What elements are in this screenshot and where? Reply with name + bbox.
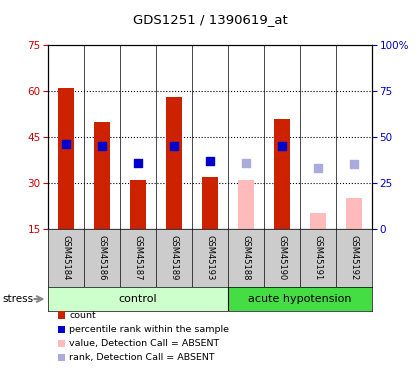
Text: rank, Detection Call = ABSENT: rank, Detection Call = ABSENT [69, 353, 215, 362]
Text: GSM45188: GSM45188 [241, 235, 250, 280]
Bar [58, 340, 65, 347]
Bar [346, 198, 362, 229]
Bar [238, 180, 254, 229]
Bar [58, 326, 65, 333]
Bar [228, 287, 372, 311]
Point [171, 143, 177, 149]
Text: stress: stress [2, 294, 33, 304]
Point [243, 160, 249, 166]
Point [135, 160, 142, 166]
Text: acute hypotension: acute hypotension [248, 294, 352, 304]
Point [278, 143, 285, 149]
Text: GSM45184: GSM45184 [62, 235, 71, 280]
Bar [58, 354, 65, 362]
Bar [310, 213, 326, 229]
Bar [202, 177, 218, 229]
Text: GDS1251 / 1390619_at: GDS1251 / 1390619_at [133, 13, 287, 26]
Text: GSM45193: GSM45193 [205, 235, 215, 280]
Text: GSM45190: GSM45190 [277, 235, 286, 280]
Text: value, Detection Call = ABSENT: value, Detection Call = ABSENT [69, 339, 220, 348]
Text: GSM45187: GSM45187 [134, 235, 143, 280]
Bar [166, 97, 182, 229]
Point [63, 141, 70, 147]
Bar [274, 118, 290, 229]
Bar [58, 88, 74, 229]
Point [315, 165, 321, 171]
Bar [130, 180, 146, 229]
Text: percentile rank within the sample: percentile rank within the sample [69, 325, 229, 334]
Text: GSM45192: GSM45192 [349, 235, 358, 280]
Text: GSM45189: GSM45189 [170, 235, 178, 280]
Bar [58, 311, 65, 319]
Point [99, 143, 105, 149]
Text: count: count [69, 310, 96, 320]
Text: GSM45191: GSM45191 [313, 235, 322, 280]
Text: control: control [119, 294, 158, 304]
Point [350, 161, 357, 167]
Point [207, 158, 213, 164]
Bar [94, 122, 110, 229]
Bar [48, 287, 228, 311]
Text: GSM45186: GSM45186 [98, 235, 107, 280]
